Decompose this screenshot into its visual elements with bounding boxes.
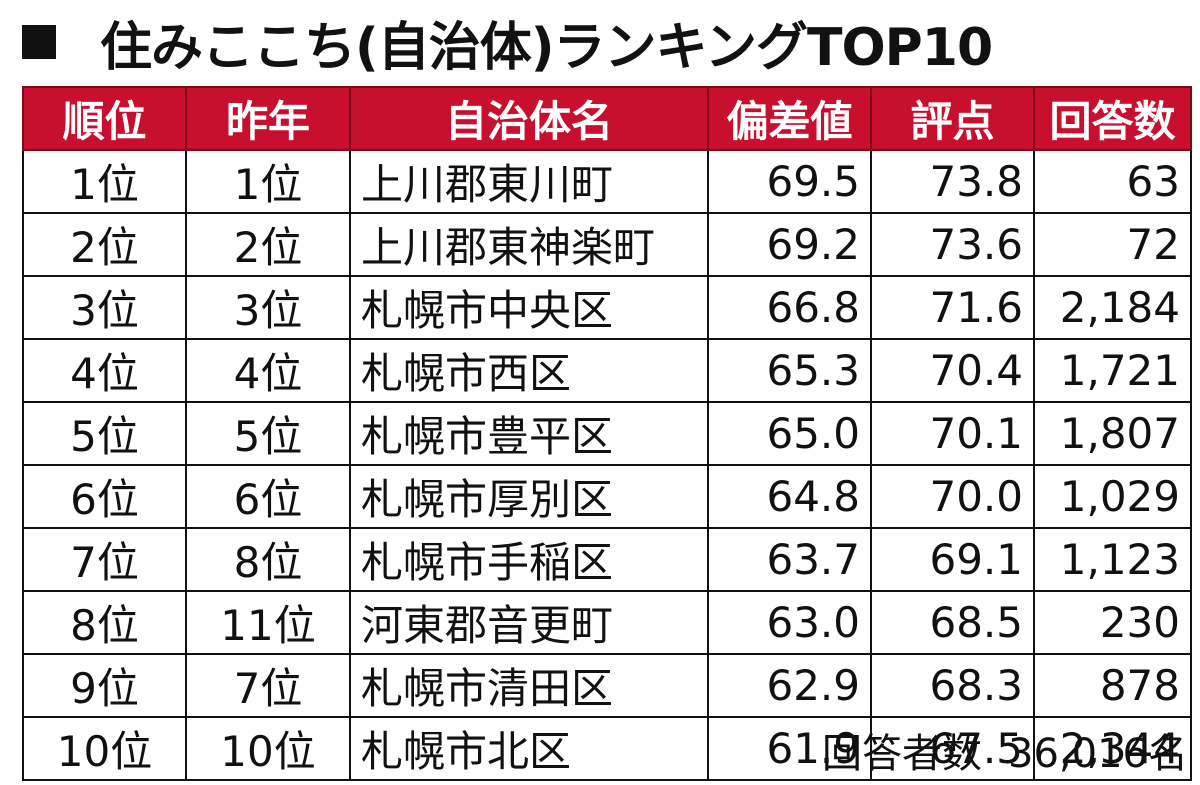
municipality-cell: 札幌市厚別区 — [349, 464, 709, 529]
score-cell: 73.8 — [870, 149, 1035, 214]
municipality-cell: 上川郡東川町 — [349, 149, 709, 214]
score-cell: 70.1 — [870, 401, 1035, 466]
response-count-cell: 72 — [1033, 212, 1192, 277]
rank-cell: 9位 — [22, 653, 187, 718]
deviation-cell: 63.7 — [707, 527, 872, 592]
response-count-cell: 2,184 — [1033, 275, 1192, 340]
previous-rank-cell: 5位 — [185, 401, 351, 466]
header-responses: 回答数 — [1033, 86, 1192, 151]
response-count-cell: 1,721 — [1033, 338, 1192, 403]
score-cell: 70.0 — [870, 464, 1035, 529]
respondent-count: 36,016名 — [1008, 731, 1188, 777]
previous-rank-cell: 4位 — [185, 338, 351, 403]
ranking-table: 順位 昨年 自治体名 偏差値 評点 回答数 1位 1位 上川郡東川町 69.5 73.8… — [22, 86, 1192, 781]
previous-rank-cell: 8位 — [185, 527, 351, 592]
municipality-cell: 札幌市手稲区 — [349, 527, 709, 592]
rank-cell: 8位 — [22, 590, 187, 655]
score-cell: 68.5 — [870, 590, 1035, 655]
previous-rank-cell: 11位 — [185, 590, 351, 655]
previous-rank-cell: 6位 — [185, 464, 351, 529]
response-count-cell: 1,123 — [1033, 527, 1192, 592]
deviation-cell: 62.9 — [707, 653, 872, 718]
score-cell: 67.5 — [870, 716, 1035, 781]
deviation-cell: 61.9 — [707, 716, 872, 781]
municipality-cell: 札幌市中央区 — [349, 275, 709, 340]
municipality-cell: 札幌市豊平区 — [349, 401, 709, 466]
rank-cell: 10位 — [22, 716, 187, 781]
deviation-cell: 66.8 — [707, 275, 872, 340]
score-cell: 68.3 — [870, 653, 1035, 718]
score-cell: 71.6 — [870, 275, 1035, 340]
municipality-cell: 札幌市西区 — [349, 338, 709, 403]
table-header-row: 順位 昨年 自治体名 偏差値 評点 回答数 — [22, 86, 1192, 151]
page-title: 住みここち(自治体)ランキングTOP10 — [22, 6, 993, 78]
previous-rank-cell: 10位 — [185, 716, 351, 781]
header-municipality: 自治体名 — [349, 86, 709, 151]
previous-rank-cell: 1位 — [185, 149, 351, 214]
table-row: 10位 10位 札幌市北区 61.9 67.5 2,344 — [22, 716, 1192, 781]
deviation-cell: 69.2 — [707, 212, 872, 277]
header-rank: 順位 — [22, 86, 187, 151]
table-row: 6位 6位 札幌市厚別区 64.8 70.0 1,029 — [22, 464, 1192, 529]
deviation-cell: 63.0 — [707, 590, 872, 655]
deviation-cell: 65.0 — [707, 401, 872, 466]
response-count-cell: 2,344 — [1033, 716, 1192, 781]
table-row: 9位 7位 札幌市清田区 62.9 68.3 878 — [22, 653, 1192, 718]
score-cell: 73.6 — [870, 212, 1035, 277]
table-row: 7位 8位 札幌市手稲区 63.7 69.1 1,123 — [22, 527, 1192, 592]
table-row: 8位 11位 河東郡音更町 63.0 68.5 230 — [22, 590, 1192, 655]
table-row: 5位 5位 札幌市豊平区 65.0 70.1 1,807 — [22, 401, 1192, 466]
rank-cell: 7位 — [22, 527, 187, 592]
header-previous-year: 昨年 — [185, 86, 351, 151]
rank-cell: 5位 — [22, 401, 187, 466]
rank-cell: 2位 — [22, 212, 187, 277]
ranking-table-body: 1位 1位 上川郡東川町 69.5 73.8 63 2位 2位 上川郡東神楽町 69.2 73.6 7… — [22, 149, 1192, 781]
municipality-cell: 河東郡音更町 — [349, 590, 709, 655]
respondent-summary: 回答者数 36,016名 — [822, 722, 1188, 778]
municipality-cell: 札幌市清田区 — [349, 653, 709, 718]
rank-cell: 3位 — [22, 275, 187, 340]
table-row: 4位 4位 札幌市西区 65.3 70.4 1,721 — [22, 338, 1192, 403]
previous-rank-cell: 7位 — [185, 653, 351, 718]
response-count-cell: 1,807 — [1033, 401, 1192, 466]
previous-rank-cell: 2位 — [185, 212, 351, 277]
title-text: 住みここち(自治体)ランキングTOP10 — [100, 17, 993, 78]
response-count-cell: 878 — [1033, 653, 1192, 718]
municipality-cell: 上川郡東神楽町 — [349, 212, 709, 277]
municipality-cell: 札幌市北区 — [349, 716, 709, 781]
rank-cell: 6位 — [22, 464, 187, 529]
header-score: 評点 — [870, 86, 1035, 151]
rank-cell: 4位 — [22, 338, 187, 403]
response-count-cell: 63 — [1033, 149, 1192, 214]
header-deviation: 偏差値 — [707, 86, 872, 151]
deviation-cell: 69.5 — [707, 149, 872, 214]
deviation-cell: 64.8 — [707, 464, 872, 529]
respondent-label: 回答者数 — [822, 731, 983, 777]
table-row: 1位 1位 上川郡東川町 69.5 73.8 63 — [22, 149, 1192, 214]
previous-rank-cell: 3位 — [185, 275, 351, 340]
rank-cell: 1位 — [22, 149, 187, 214]
deviation-cell: 65.3 — [707, 338, 872, 403]
response-count-cell: 230 — [1033, 590, 1192, 655]
table-row: 2位 2位 上川郡東神楽町 69.2 73.6 72 — [22, 212, 1192, 277]
score-cell: 70.4 — [870, 338, 1035, 403]
square-bullet-icon — [22, 25, 56, 59]
score-cell: 69.1 — [870, 527, 1035, 592]
response-count-cell: 1,029 — [1033, 464, 1192, 529]
table-row: 3位 3位 札幌市中央区 66.8 71.6 2,184 — [22, 275, 1192, 340]
